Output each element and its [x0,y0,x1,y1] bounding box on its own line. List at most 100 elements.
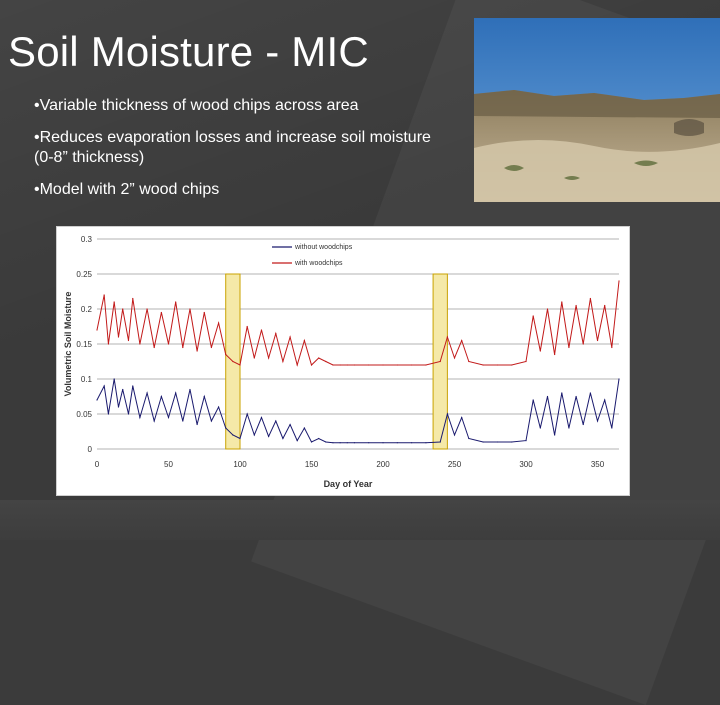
data-point [210,346,213,349]
data-point [289,423,291,426]
data-point [618,280,620,282]
data-point [146,308,148,310]
data-point [604,399,606,401]
data-point [196,423,198,426]
y-axis-title: Volumetric Soil Moisture [63,292,73,397]
data-point [382,442,384,444]
chart-canvas: 0 0.05 0.1 0.15 0.2 0.25 0.3 0 50 100 150 200 250 300… [63,235,620,489]
data-point [107,413,110,415]
data-point [532,399,534,401]
data-point [122,388,124,391]
data-point [239,437,241,440]
data-point [546,395,549,398]
y-tick-label: 0.2 [81,305,93,314]
series-line [96,378,620,444]
data-point [596,420,599,422]
data-point [332,442,334,444]
data-point [196,350,198,352]
y-tick-label: 0.1 [81,375,93,384]
data-point [461,416,463,419]
x-tick-label: 100 [233,460,247,469]
field-photo [474,18,720,202]
data-point [246,413,248,415]
data-point [260,416,263,419]
data-point [453,434,456,436]
data-point [611,427,613,429]
data-point [282,437,284,440]
data-point [496,441,499,443]
data-point [225,427,227,429]
data-point [589,392,591,394]
data-point [468,437,470,440]
data-point [339,364,341,366]
data-point [167,343,170,345]
x-tick-label: 350 [591,460,605,469]
data-point [127,339,130,342]
data-point [368,364,370,366]
data-point [425,364,427,366]
data-point [446,413,448,415]
data-point [468,360,470,363]
data-point [382,364,384,366]
data-point [268,435,270,437]
data-point [175,301,177,303]
y-tick-label: 0.05 [76,410,92,419]
data-point [346,442,348,444]
bullet-item: •Variable thickness of wood chips across… [34,97,359,114]
bullet-item: •Model with 2” wood chips [34,181,220,198]
data-point [246,325,248,328]
data-point [203,311,205,314]
data-point [275,420,277,422]
y-tick-label: 0.25 [76,270,92,279]
data-point [153,420,155,422]
data-point [439,441,441,443]
data-point [296,364,298,366]
data-point [318,357,320,359]
data-point [339,442,341,444]
data-point [303,339,305,342]
data-point [103,294,105,296]
data-point [353,442,356,444]
data-point [122,308,124,310]
data-point [189,388,191,391]
data-point [575,304,577,307]
x-tick-label: 300 [519,460,533,469]
data-point [182,420,184,422]
data-point [425,442,427,444]
bottom-band [0,500,720,540]
data-point [318,437,320,440]
data-point [325,360,327,363]
data-point [153,346,155,349]
bullet-item: •Reduces evaporation losses and increase… [34,129,431,166]
data-point [113,378,115,380]
data-point [289,336,291,338]
data-point [482,441,484,443]
slide-title: Soil Moisture - MIC [8,28,369,75]
x-tick-label: 200 [376,460,390,469]
data-point [127,413,130,415]
data-point [396,442,398,444]
soil-moisture-chart: 0 0.05 0.1 0.15 0.2 0.25 0.3 0 50 100 150 200 250 300… [56,226,630,496]
data-point [160,395,162,398]
data-point [275,332,277,335]
data-point [203,395,205,398]
x-tick-label: 150 [305,460,319,469]
data-point [107,343,110,345]
data-point [225,353,227,356]
data-point [132,297,134,300]
data-point [303,427,305,429]
data-point [232,360,234,363]
data-point [411,442,413,444]
data-point [232,434,234,436]
data-point [511,441,513,443]
data-point [525,440,527,442]
data-point [482,364,484,366]
x-axis-title: Day of Year [324,479,373,489]
data-point [582,423,584,426]
data-point [539,350,541,352]
data-point [113,301,115,303]
data-point [167,416,170,419]
x-tick-label: 0 [95,460,100,469]
data-point [439,360,441,363]
data-point [575,395,577,398]
